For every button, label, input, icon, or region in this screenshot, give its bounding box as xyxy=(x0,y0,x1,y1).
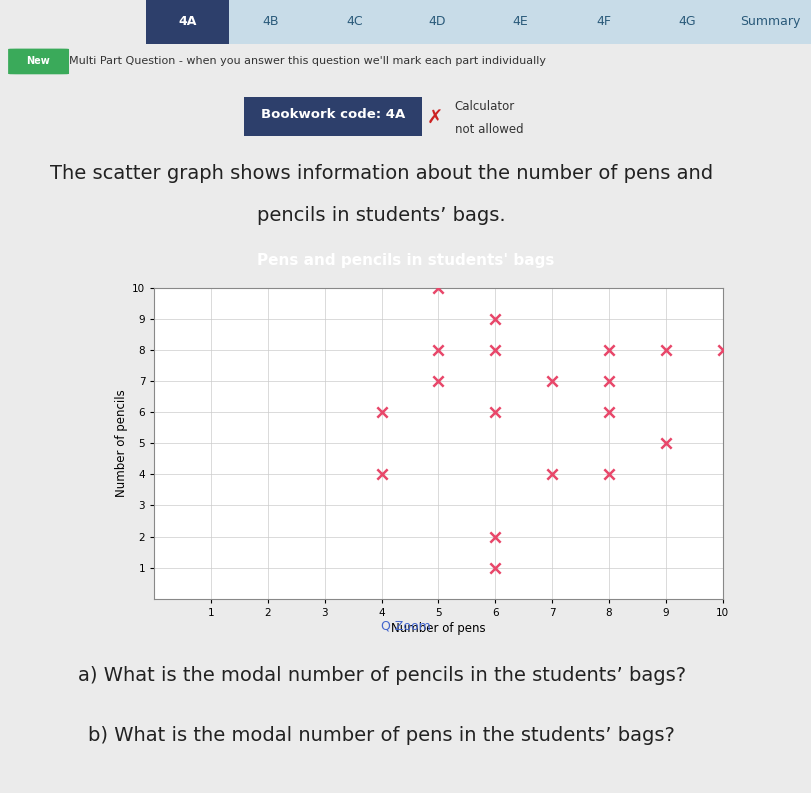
Text: pencils in students’ bags.: pencils in students’ bags. xyxy=(257,206,505,225)
Point xyxy=(431,343,444,356)
Point xyxy=(375,468,388,481)
Point xyxy=(659,437,672,450)
Text: 4E: 4E xyxy=(513,15,528,29)
Bar xyxy=(396,0,478,44)
Text: not allowed: not allowed xyxy=(454,123,523,136)
Point xyxy=(488,561,501,574)
Point xyxy=(431,375,444,388)
Point xyxy=(431,282,444,294)
Text: Calculator: Calculator xyxy=(454,100,514,113)
Point xyxy=(488,531,501,543)
Point xyxy=(659,343,672,356)
Bar xyxy=(562,0,645,44)
Bar xyxy=(243,98,422,136)
Point xyxy=(602,468,615,481)
Bar xyxy=(728,0,811,44)
Point xyxy=(602,343,615,356)
Y-axis label: Number of pencils: Number of pencils xyxy=(115,389,128,497)
Text: New: New xyxy=(26,56,50,67)
Point xyxy=(488,312,501,325)
Point xyxy=(545,375,558,388)
Text: Multi Part Question - when you answer this question we'll mark each part individ: Multi Part Question - when you answer th… xyxy=(69,56,545,67)
Text: Summary: Summary xyxy=(740,15,800,29)
Text: 4G: 4G xyxy=(677,15,695,29)
FancyBboxPatch shape xyxy=(8,48,69,75)
Bar xyxy=(230,0,312,44)
Point xyxy=(545,468,558,481)
Bar xyxy=(478,0,562,44)
Point xyxy=(715,343,728,356)
Text: b) What is the modal number of pens in the students’ bags?: b) What is the modal number of pens in t… xyxy=(88,726,674,745)
Point xyxy=(602,406,615,419)
Text: ✗: ✗ xyxy=(426,109,442,128)
Bar xyxy=(645,0,728,44)
Text: 4C: 4C xyxy=(345,15,362,29)
Bar xyxy=(146,0,229,44)
Point xyxy=(488,343,501,356)
Point xyxy=(488,406,501,419)
Text: a) What is the modal number of pencils in the students’ bags?: a) What is the modal number of pencils i… xyxy=(78,666,684,685)
Text: 4B: 4B xyxy=(263,15,279,29)
Text: 4F: 4F xyxy=(596,15,611,29)
Text: Pens and pencils in students' bags: Pens and pencils in students' bags xyxy=(257,254,554,268)
X-axis label: Number of pens: Number of pens xyxy=(391,622,485,635)
Bar xyxy=(312,0,396,44)
Text: The scatter graph shows information about the number of pens and: The scatter graph shows information abou… xyxy=(50,164,712,183)
Point xyxy=(375,406,388,419)
Text: Bookwork code: 4A: Bookwork code: 4A xyxy=(260,109,405,121)
Text: 4D: 4D xyxy=(428,15,446,29)
Text: 4A: 4A xyxy=(178,15,197,29)
Text: Q Zoom: Q Zoom xyxy=(380,620,431,633)
Point xyxy=(602,375,615,388)
